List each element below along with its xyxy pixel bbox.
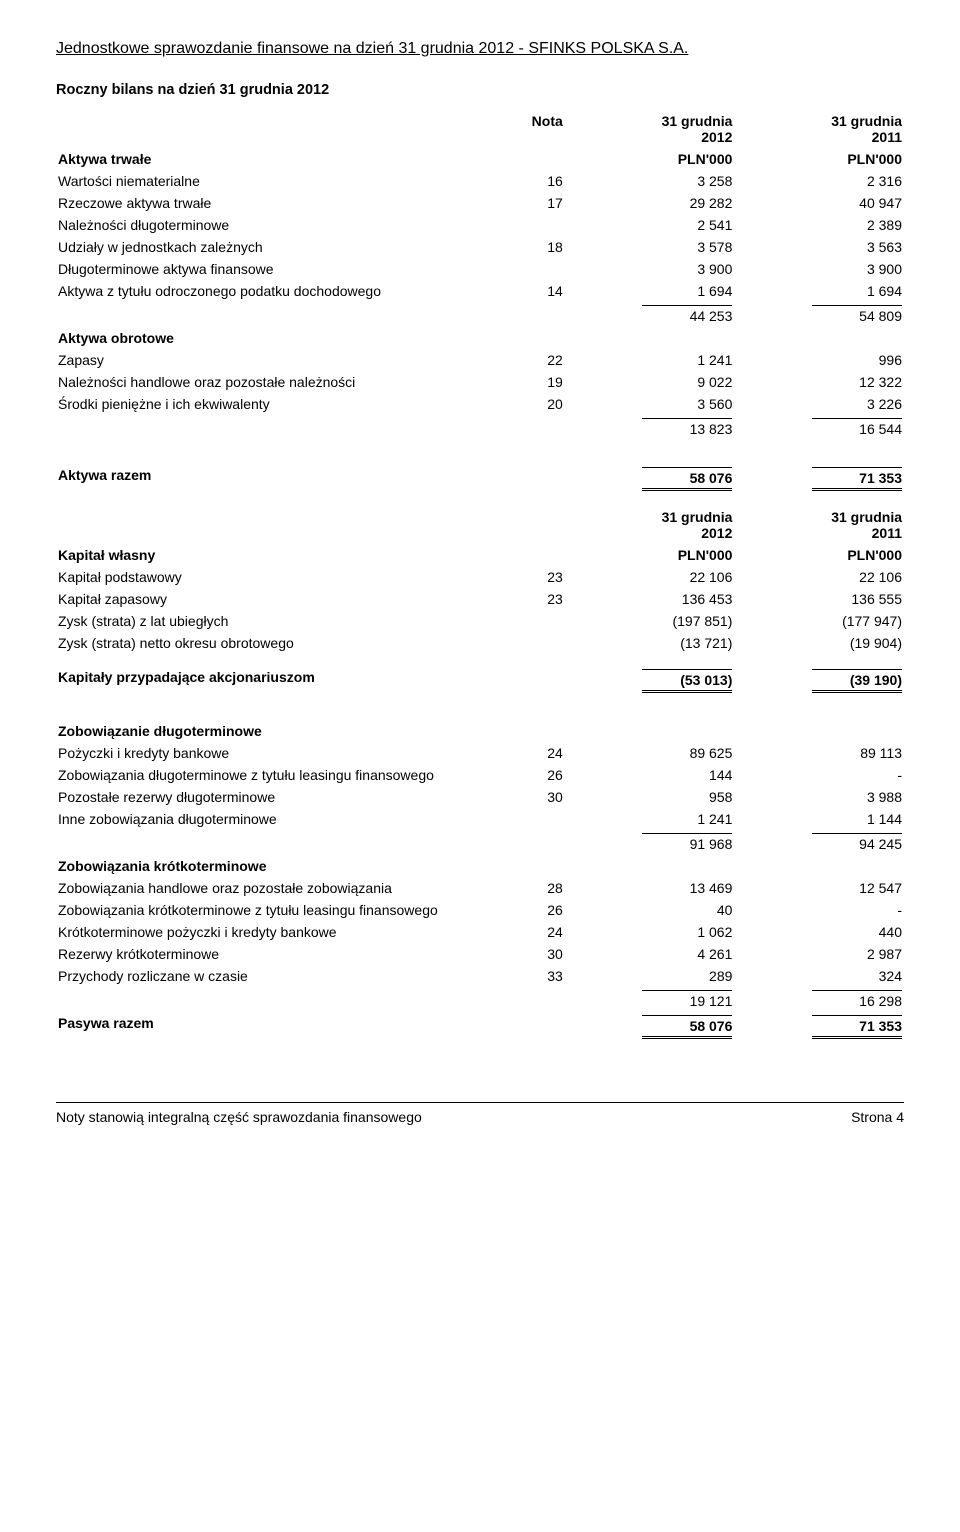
table-row: Udziały w jednostkach zależnych183 5783 … <box>56 236 904 258</box>
subtotal-current: 13 82316 544 <box>56 415 904 440</box>
table-row: Należności handlowe oraz pozostałe należ… <box>56 371 904 393</box>
document-title: Jednostkowe sprawozdanie finansowe na dz… <box>56 40 904 58</box>
table-row: Rzeczowe aktywa trwałe1729 28240 947 <box>56 192 904 214</box>
table-row: Zobowiązania handlowe oraz pozostałe zob… <box>56 877 904 899</box>
col-header-c2-l2: 2011 <box>872 129 902 145</box>
table-row: Należności długoterminowe2 5412 389 <box>56 214 904 236</box>
equity-attributable-row: Kapitały przypadające akcjonariuszom(53 … <box>56 666 904 696</box>
group-st-liabilities: Zobowiązania krótkoterminowe <box>56 855 480 877</box>
table-row: Kapitał zapasowy23136 453136 555 <box>56 588 904 610</box>
unit-c1: PLN'000 <box>565 148 735 170</box>
col-header-c1-l2: 2012 <box>701 129 732 145</box>
table-row: Rezerwy krótkoterminowe304 2612 987 <box>56 943 904 965</box>
table-row: Kapitał podstawowy2322 10622 106 <box>56 566 904 588</box>
group-fixed-assets: Aktywa trwałe <box>56 148 480 170</box>
footer-note: Noty stanowią integralną część sprawozda… <box>56 1109 422 1125</box>
footer-page-number: Strona 4 <box>851 1109 904 1125</box>
table-row: Zysk (strata) z lat ubiegłych(197 851)(1… <box>56 610 904 632</box>
table-row: Aktywa z tytułu odroczonego podatku doch… <box>56 280 904 302</box>
table-row: Zobowiązania długoterminowe z tytułu lea… <box>56 764 904 786</box>
unit-c2: PLN'000 <box>734 148 904 170</box>
group-lt-liabilities: Zobowiązanie długoterminowe <box>56 720 480 742</box>
page-footer: Noty stanowią integralną część sprawozda… <box>56 1102 904 1125</box>
table-row: Środki pieniężne i ich ekwiwalenty203 56… <box>56 393 904 415</box>
liabilities-total-row: Pasywa razem58 07671 353 <box>56 1012 904 1042</box>
table-row: Wartości niematerialne163 2582 316 <box>56 170 904 192</box>
subtotal-st-liab: 19 12116 298 <box>56 987 904 1012</box>
balance-sheet-heading: Roczny bilans na dzień 31 grudnia 2012 <box>56 82 904 98</box>
col-header-c2-l1: 31 grudnia <box>831 113 902 129</box>
table-row: Przychody rozliczane w czasie33289324 <box>56 965 904 987</box>
col-header-c1-l1: 31 grudnia <box>662 113 733 129</box>
col-header-nota: Nota <box>480 110 565 148</box>
subtotal-lt-liab: 91 96894 245 <box>56 830 904 855</box>
table-row: Pożyczki i kredyty bankowe2489 62589 113 <box>56 742 904 764</box>
table-row: Zapasy221 241996 <box>56 349 904 371</box>
assets-total-row: Aktywa razem58 07671 353 <box>56 464 904 494</box>
balance-table: Nota 31 grudnia2012 31 grudnia2011 Aktyw… <box>56 110 904 1042</box>
table-row: Zysk (strata) netto okresu obrotowego(13… <box>56 632 904 654</box>
table-row: Długoterminowe aktywa finansowe3 9003 90… <box>56 258 904 280</box>
group-current-assets: Aktywa obrotowe <box>56 327 480 349</box>
table-row: Pozostałe rezerwy długoterminowe309583 9… <box>56 786 904 808</box>
subtotal-fixed: 44 25354 809 <box>56 302 904 327</box>
table-row: Inne zobowiązania długoterminowe1 2411 1… <box>56 808 904 830</box>
table-row: Krótkoterminowe pożyczki i kredyty banko… <box>56 921 904 943</box>
group-equity: Kapitał własny <box>56 544 480 566</box>
table-row: Zobowiązania krótkoterminowe z tytułu le… <box>56 899 904 921</box>
